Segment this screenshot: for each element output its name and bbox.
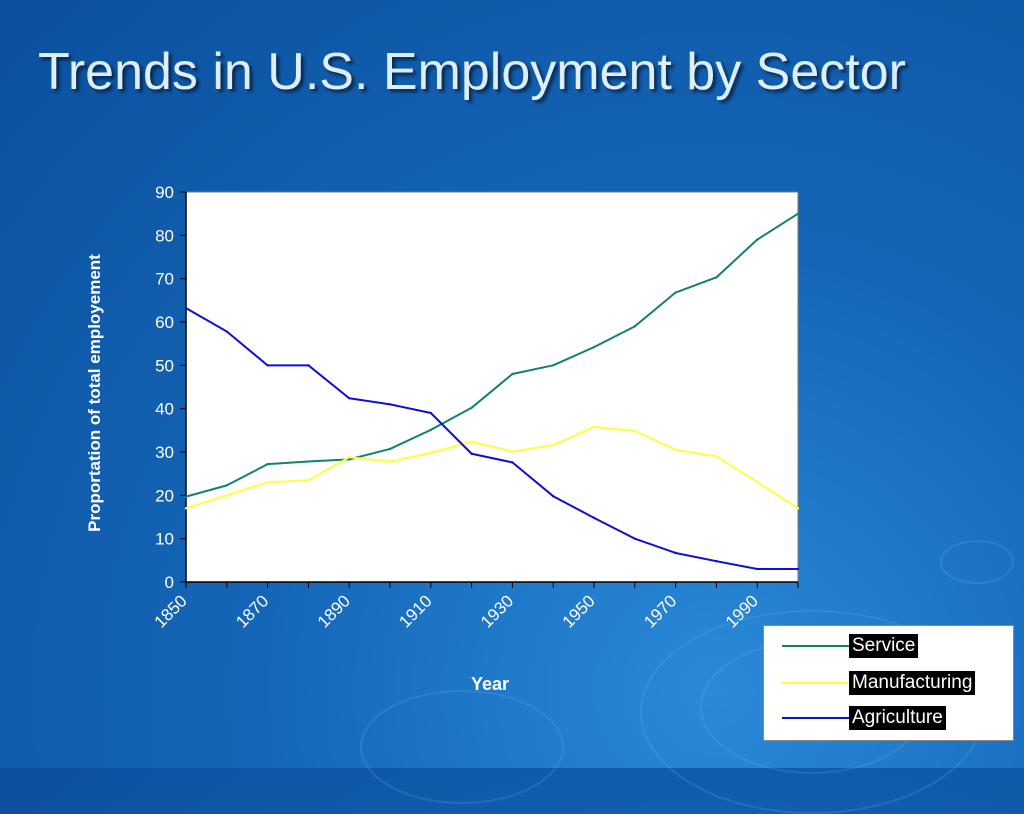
plot-area xyxy=(185,191,799,583)
data-point-service xyxy=(184,495,188,498)
slide-title: Trends in U.S. Employment by Sector xyxy=(38,43,906,101)
data-point-manufacturing xyxy=(388,460,392,463)
data-point-service xyxy=(511,372,514,376)
x-tick-label: 1950 xyxy=(559,591,599,631)
data-point-manufacturing xyxy=(592,425,596,429)
data-point-service xyxy=(348,458,351,461)
y-tick-label: 30 xyxy=(155,443,174,462)
legend-label-agriculture: Agriculture xyxy=(849,706,946,730)
x-tick-label: 1850 xyxy=(151,591,191,631)
data-point-agriculture xyxy=(429,411,432,415)
data-point-manufacturing xyxy=(429,451,432,455)
data-point-manufacturing xyxy=(511,450,514,453)
data-point-manufacturing xyxy=(307,478,310,482)
y-tick-label: 60 xyxy=(155,313,174,332)
data-point-service xyxy=(307,460,310,463)
data-point-manufacturing xyxy=(715,455,718,458)
data-point-agriculture xyxy=(184,306,188,310)
data-point-service xyxy=(715,276,718,279)
series-line-service xyxy=(185,212,799,498)
x-tick-label: 1910 xyxy=(395,591,435,631)
data-point-service xyxy=(470,406,473,409)
data-point-manufacturing xyxy=(756,480,759,484)
y-axis-label: Proportation of total employement xyxy=(85,254,104,532)
data-point-agriculture xyxy=(511,461,514,464)
data-point-agriculture xyxy=(756,567,759,571)
legend-label-manufacturing: Manufacturing xyxy=(849,671,976,695)
y-tick-label: 10 xyxy=(155,530,174,549)
data-point-agriculture xyxy=(225,330,228,333)
legend-swatch-service xyxy=(782,645,850,647)
data-point-service xyxy=(674,291,677,294)
data-point-manufacturing xyxy=(225,494,228,497)
y-tick-label: 70 xyxy=(155,270,174,289)
data-point-manufacturing xyxy=(674,448,677,452)
data-point-agriculture xyxy=(470,452,473,455)
data-point-service xyxy=(552,364,555,367)
x-tick-label: 1930 xyxy=(477,591,517,631)
data-point-agriculture xyxy=(633,537,636,540)
y-tick-label: 50 xyxy=(155,356,174,375)
data-point-service xyxy=(225,484,228,487)
data-point-agriculture xyxy=(592,516,596,520)
y-tick-label: 0 xyxy=(165,573,174,592)
data-point-service xyxy=(633,325,636,328)
data-point-manufacturing xyxy=(184,507,188,510)
data-point-agriculture xyxy=(674,551,677,555)
data-point-service xyxy=(592,345,596,349)
x-tick-label: 1870 xyxy=(232,591,272,631)
x-tick-label: 1990 xyxy=(722,591,762,631)
y-tick-label: 90 xyxy=(155,183,174,202)
chart-legend: Service Manufacturing Agriculture xyxy=(763,625,1014,741)
data-point-manufacturing xyxy=(266,481,269,484)
data-point-manufacturing xyxy=(470,440,473,443)
data-point-manufacturing xyxy=(552,443,555,447)
series-line-manufacturing xyxy=(185,425,799,510)
x-tick-label: 1890 xyxy=(314,591,354,631)
y-tick-label: 20 xyxy=(155,486,174,505)
data-point-agriculture xyxy=(388,403,392,406)
data-point-service xyxy=(756,238,759,241)
x-axis-label: Year xyxy=(471,674,509,694)
data-point-service xyxy=(429,428,432,432)
data-point-service xyxy=(266,462,269,466)
data-point-agriculture xyxy=(796,567,800,571)
line-chart: 0 10 20 30 40 50 60 70 80 90 1850 1870 1890 1910 1930 1… xyxy=(85,183,800,694)
y-tick-label: 80 xyxy=(155,226,174,245)
data-point-agriculture xyxy=(715,560,718,563)
legend-swatch-agriculture xyxy=(782,717,850,719)
data-point-service xyxy=(388,447,392,451)
data-point-agriculture xyxy=(266,364,269,367)
data-point-service xyxy=(796,212,800,215)
legend-swatch-manufacturing xyxy=(782,682,850,684)
data-point-manufacturing xyxy=(633,429,636,432)
data-point-agriculture xyxy=(348,397,351,400)
series-line-agriculture xyxy=(185,307,798,570)
data-point-agriculture xyxy=(552,495,555,498)
ripple-decoration xyxy=(940,540,1014,584)
x-tick-label: 1970 xyxy=(640,591,680,631)
data-point-manufacturing xyxy=(348,456,351,459)
data-point-manufacturing xyxy=(796,507,800,510)
legend-label-service: Service xyxy=(849,634,919,658)
data-point-agriculture xyxy=(307,364,310,367)
y-tick-label: 40 xyxy=(155,400,174,419)
